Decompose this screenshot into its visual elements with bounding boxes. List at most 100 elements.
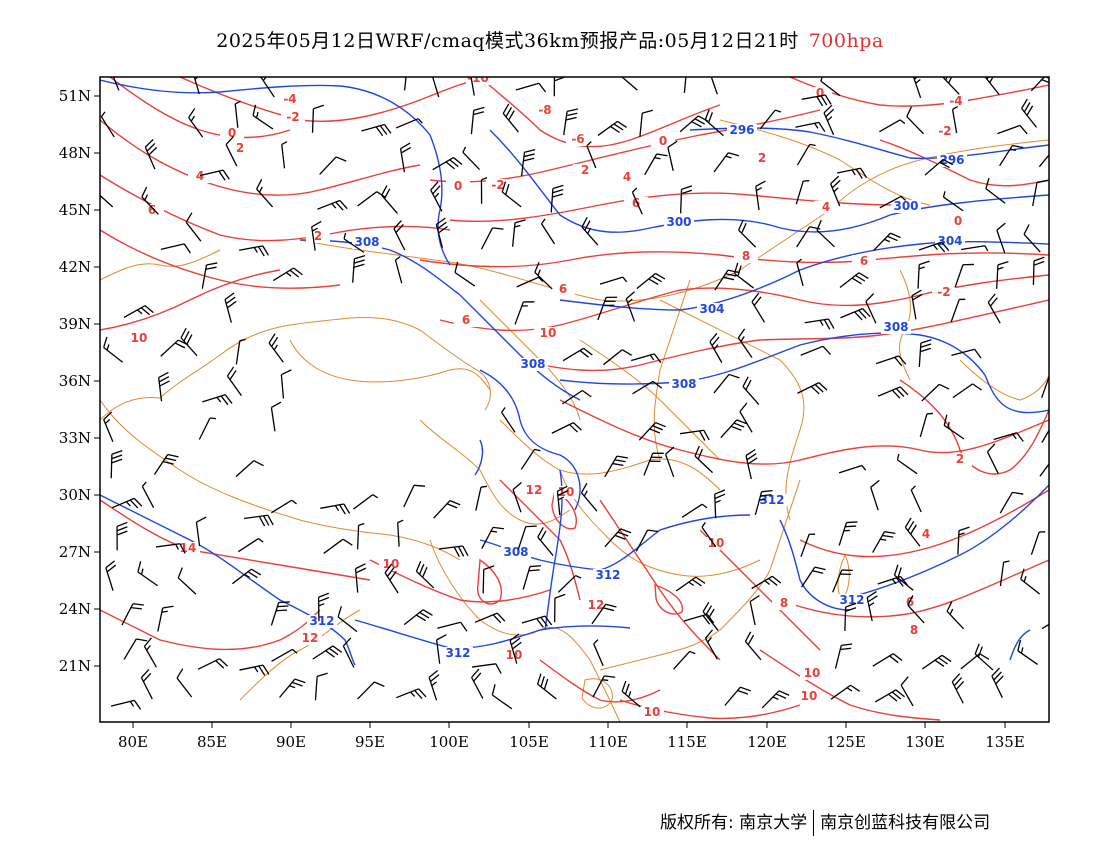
- wind-barb: [951, 348, 982, 359]
- height-label: 300: [666, 215, 691, 229]
- wind-barb: [999, 491, 1024, 514]
- wind-barb: [137, 561, 158, 587]
- wind-barb: [996, 222, 1006, 254]
- temperature-label: 4: [822, 200, 830, 214]
- wind-barb: [844, 602, 857, 631]
- temperature-label-bg: [188, 170, 212, 183]
- footer: 版权所有: 南京大学 南京创蓝科技有限公司: [660, 808, 990, 836]
- wind-barb: [1038, 153, 1049, 168]
- wind-barb: [176, 668, 193, 698]
- temperature-contour: [759, 649, 941, 721]
- wind-barb: [177, 567, 197, 595]
- wind-barb: [667, 140, 678, 171]
- wind-barb: [435, 217, 448, 248]
- wind-barb: [943, 414, 965, 440]
- wind-barb: [709, 332, 723, 363]
- wind-barb: [952, 383, 983, 399]
- temperature-label: 4: [623, 170, 631, 184]
- wind-barb: [796, 258, 804, 287]
- sichuan-border: [419, 419, 571, 525]
- temperature-label-bg: [454, 314, 478, 327]
- height-label: 296: [939, 153, 964, 167]
- wind-barb: [270, 601, 290, 626]
- wind-barb: [534, 261, 553, 290]
- temperature-label-bg: [228, 142, 252, 155]
- temperature-contour: [100, 229, 341, 289]
- temperature-label-bg: [278, 93, 302, 106]
- wind-barb: [704, 629, 718, 660]
- wind-barb: [950, 298, 966, 323]
- wind-barb: [946, 601, 965, 630]
- wind-barb: [320, 503, 351, 515]
- temperature-label-bg: [933, 125, 957, 138]
- wind-barb: [516, 276, 544, 288]
- wind-barb: [480, 227, 504, 250]
- temperature-label: 2: [956, 452, 964, 466]
- wind-barb: [896, 453, 918, 475]
- height-label-bg: [837, 594, 867, 607]
- wind-barb: [395, 118, 423, 129]
- height-contour: [839, 484, 1049, 601]
- wind-barb: [673, 650, 696, 670]
- wind-barb: [352, 255, 366, 283]
- wind-barb: [912, 77, 922, 99]
- wind-barb: [877, 386, 909, 399]
- height-label: 308: [671, 377, 696, 391]
- lat-tick-label: 33N: [59, 429, 91, 447]
- wind-barb: [415, 560, 435, 589]
- wind-barb: [180, 327, 198, 357]
- temperature-label: -4: [949, 94, 962, 108]
- wind-barb: [997, 124, 1028, 135]
- wind-barb: [872, 531, 896, 553]
- wind-barb: [517, 525, 537, 550]
- wind-barb: [586, 141, 597, 169]
- temperature-label: 10: [804, 666, 821, 680]
- wind-barb: [252, 104, 274, 130]
- temperature-label-bg: [914, 528, 938, 541]
- height-label-bg: [669, 378, 699, 391]
- wind-barb: [739, 402, 753, 433]
- wind-barb: [437, 621, 468, 632]
- wind-barb: [581, 217, 599, 246]
- wind-barb: [399, 142, 412, 173]
- wind-barb: [432, 156, 463, 171]
- wind-barb: [550, 184, 564, 213]
- wind-barb: [160, 243, 191, 254]
- latitude-axis: 51N 48N 45N 42N 39N 36N 33N 30N 27N 24N 21N: [59, 87, 100, 675]
- wind-barb: [918, 241, 950, 253]
- wind-barb: [515, 82, 547, 93]
- wind-barb: [604, 455, 628, 478]
- wind-barb: [537, 527, 554, 556]
- height-label: 304: [937, 234, 962, 248]
- wind-barb: [470, 77, 475, 96]
- wind-barb: [157, 371, 170, 402]
- wind-barb: [562, 347, 593, 362]
- temperature-contour: [519, 299, 1049, 372]
- wind-barb: [436, 634, 447, 664]
- temperature-contour: [539, 659, 661, 703]
- wind-barb: [353, 494, 379, 510]
- wind-barb: [512, 482, 522, 513]
- wind-barb: [635, 529, 659, 552]
- height-contour: [559, 332, 1049, 414]
- wind-barb: [893, 564, 914, 591]
- height-label-bg: [307, 615, 337, 628]
- wind-barb: [621, 680, 641, 708]
- temperature-label-bg: [220, 127, 244, 140]
- wind-barb: [580, 482, 598, 512]
- wind-barb: [225, 136, 238, 167]
- wind-barb: [271, 499, 297, 514]
- wind-barb: [557, 574, 582, 593]
- height-contour: [100, 494, 356, 666]
- lat-tick-label: 30N: [59, 486, 91, 504]
- height-label: 312: [309, 614, 334, 628]
- height-contour: [354, 619, 631, 649]
- wind-barb: [140, 668, 153, 700]
- wind-barb: [433, 500, 461, 519]
- temperature-label-bg: [127, 332, 151, 345]
- china-border-west: [100, 317, 491, 421]
- lon-tick-label: 115E: [667, 733, 707, 751]
- wind-barb: [520, 448, 541, 470]
- wind-barb: [317, 199, 348, 211]
- wind-barb: [742, 376, 760, 405]
